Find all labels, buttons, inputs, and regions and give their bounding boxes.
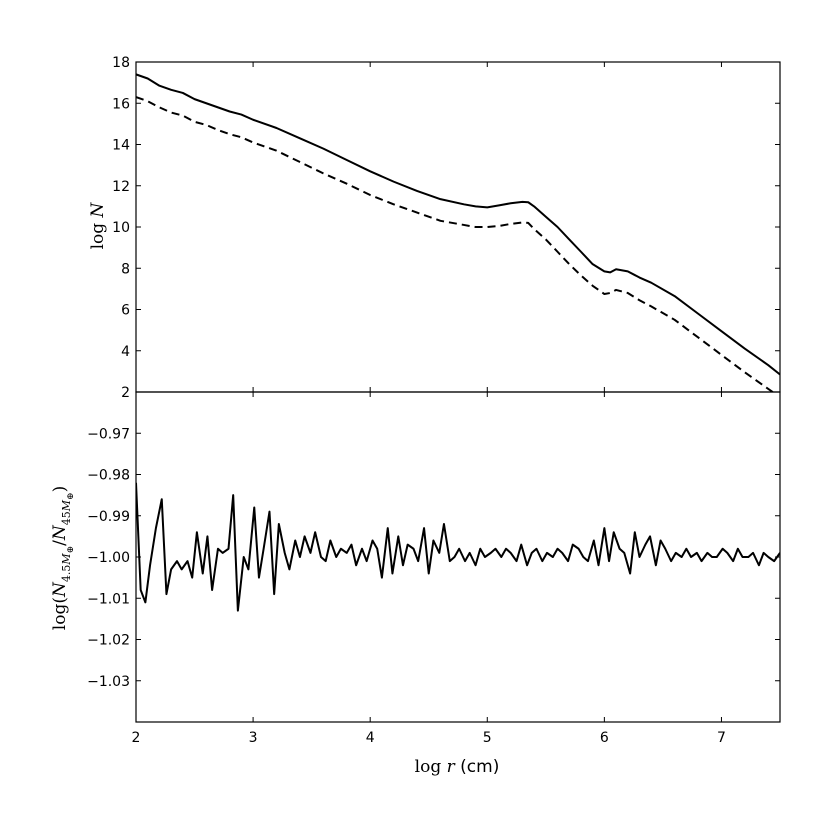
x-tick-label: 7: [717, 730, 726, 746]
series-line-solid: [136, 482, 780, 612]
y-tick-label: 2: [121, 385, 130, 401]
y-tick-label: 12: [112, 179, 130, 195]
bottom-panel: 2 3 4 5 6 7 −1.03 −1.02 −1.01 −1.00 −0.99 −0.98 −0.9…: [87, 391, 781, 746]
y-tick-label: −0.98: [87, 468, 130, 484]
y-tick-label: −0.99: [87, 509, 130, 525]
y-tick-label: −1.03: [87, 674, 130, 690]
x-tick-label: 5: [483, 730, 492, 746]
y-tick-label: −1.01: [87, 591, 130, 607]
series-line-dashed: [136, 96, 775, 392]
y-tick-label: 8: [121, 261, 130, 277]
y-tick-label: 18: [112, 55, 130, 71]
y-tick-label: 10: [112, 220, 130, 236]
y-tick-label: 16: [112, 96, 130, 112]
top-panel: 2 4 6 8 10 12 14 16 18: [112, 55, 781, 401]
series-line-solid: [136, 73, 780, 376]
bottom-ylabel: log(N4.5M⊕/N45M⊕): [50, 486, 76, 630]
y-tick-label: −0.97: [87, 426, 130, 442]
y-tick-label: 6: [121, 303, 130, 319]
x-tick-label: 3: [249, 730, 258, 746]
y-tick-label: −1.00: [87, 550, 130, 566]
x-tick-label: 4: [366, 730, 375, 746]
xlabel: log r (cm): [415, 757, 500, 777]
y-tick-label: −1.02: [87, 633, 130, 649]
plot-frame: [135, 391, 781, 723]
y-tick-label: 14: [112, 138, 130, 154]
x-tick-label: 6: [600, 730, 609, 746]
y-tick-label: 4: [121, 344, 130, 360]
x-tick-label: 2: [132, 730, 141, 746]
top-ylabel: log N: [88, 201, 108, 249]
